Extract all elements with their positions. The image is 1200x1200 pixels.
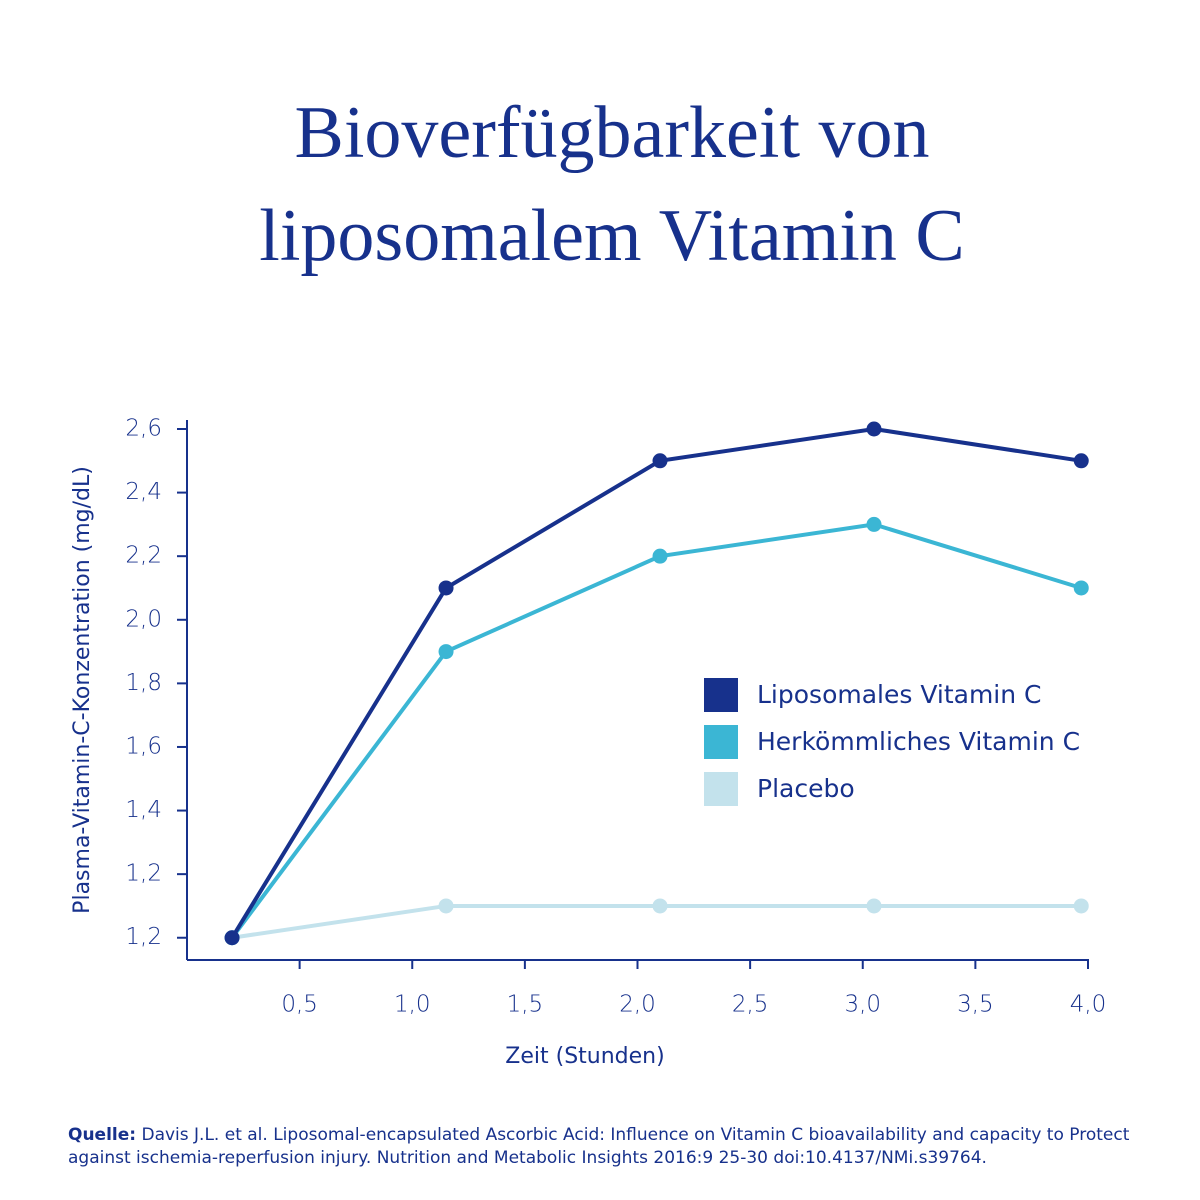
x-axis-label: Zeit (Stunden) <box>505 1044 664 1069</box>
data-point <box>1073 453 1089 469</box>
y-axis-label: Plasma-Vitamin-C-Konzentration (mg/dL) <box>70 466 95 914</box>
y-tick-label: 1,2 <box>125 861 162 887</box>
y-tick-label: 2,0 <box>125 606 162 632</box>
x-tick-label: 1,5 <box>507 992 544 1018</box>
x-tick-label: 3,5 <box>957 992 994 1018</box>
legend-label: Liposomales Vitamin C <box>757 680 1042 709</box>
data-point <box>1073 898 1089 914</box>
x-tick-label: 1,0 <box>394 992 431 1018</box>
data-point <box>866 898 882 914</box>
chart-title: Bioverfügbarkeit von <box>295 92 930 174</box>
source: Quelle: Davis J.L. et al. Liposomal-enca… <box>68 1124 1148 1170</box>
data-point <box>438 580 454 596</box>
data-point <box>224 930 240 946</box>
x-tick-label: 4,0 <box>1070 992 1107 1018</box>
data-point <box>866 421 882 437</box>
legend-swatch <box>704 678 738 712</box>
data-point <box>438 898 454 914</box>
legend-label: Herkömmliches Vitamin C <box>757 727 1080 756</box>
y-tick-label: 2,6 <box>125 416 162 442</box>
source-label: Quelle: <box>68 1125 137 1145</box>
data-point <box>652 548 668 564</box>
legend-swatch <box>704 772 738 806</box>
data-point <box>652 898 668 914</box>
legend-swatch <box>704 725 738 759</box>
y-tick-label: 1,2 <box>125 924 162 950</box>
y-tick-label: 1,4 <box>125 797 162 823</box>
data-point <box>866 516 882 532</box>
x-tick-label: 2,0 <box>619 992 656 1018</box>
source-text: Davis J.L. et al. Liposomal-encapsulated… <box>68 1125 1130 1168</box>
y-tick-label: 1,6 <box>125 733 162 759</box>
data-point <box>1073 580 1089 596</box>
x-tick-label: 0,5 <box>281 992 318 1018</box>
chart-title: liposomalem Vitamin C <box>259 195 964 277</box>
y-tick-label: 2,4 <box>125 479 162 505</box>
x-tick-label: 3,0 <box>844 992 881 1018</box>
x-tick-label: 2,5 <box>732 992 769 1018</box>
data-point <box>438 644 454 660</box>
y-tick-label: 1,8 <box>125 670 162 696</box>
legend-label: Placebo <box>757 774 855 803</box>
data-point <box>652 453 668 469</box>
y-tick-label: 2,2 <box>125 543 162 569</box>
